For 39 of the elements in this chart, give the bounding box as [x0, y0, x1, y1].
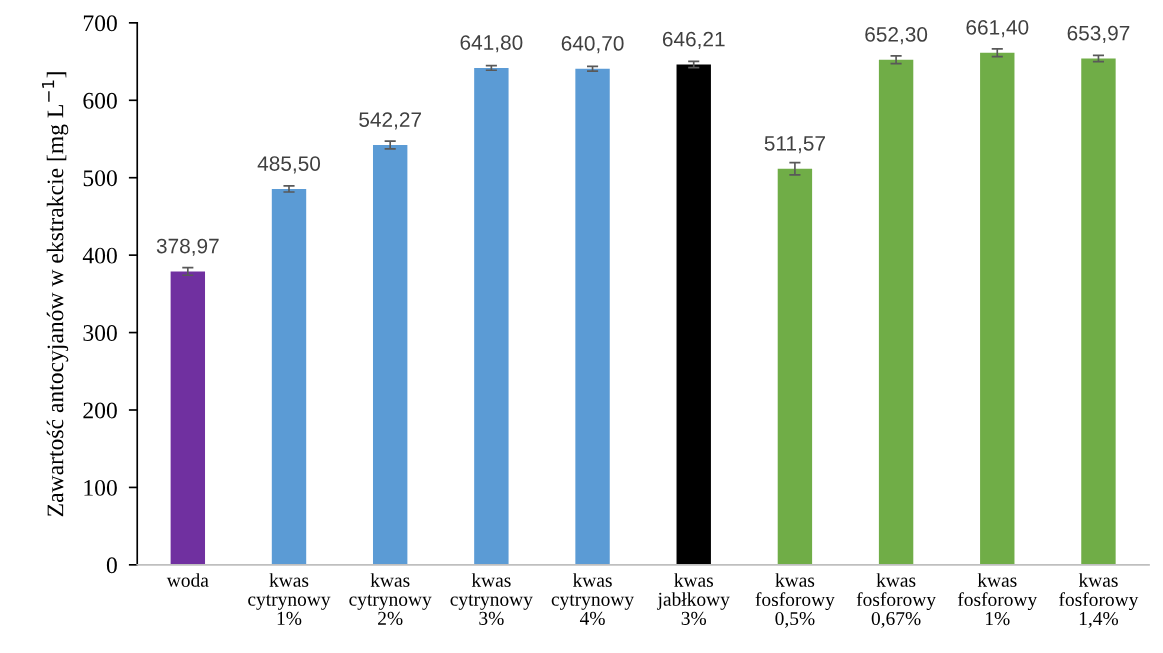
y-tick-label: 500 — [83, 170, 117, 187]
data-label: 511,57 — [764, 136, 825, 154]
x-tick-label: kwas fosforowy 1,4% — [1059, 573, 1139, 628]
data-label: 661,40 — [966, 19, 1029, 38]
y-tick-label: 700 — [83, 15, 117, 32]
data-label: 641,80 — [460, 35, 523, 53]
x-tick-label: kwas cytrynowy 2% — [349, 573, 432, 625]
x-tick-label: kwas fosforowy 1% — [957, 573, 1038, 626]
x-tick-label: kwas fosforowy 0,67% — [856, 573, 936, 628]
data-label: 653,97 — [1067, 25, 1130, 43]
bar — [271, 188, 307, 565]
bar — [878, 59, 914, 565]
bar — [1081, 58, 1116, 565]
bar — [474, 67, 509, 565]
x-tick-label: kwas fosforowy 0,5% — [755, 573, 835, 628]
bar — [170, 271, 206, 565]
x-tick-label: kwas cytrynowy 1% — [248, 573, 331, 625]
x-tick-label: kwas jabłkowy 3% — [656, 573, 730, 625]
bar — [980, 52, 1015, 565]
data-label: 542,27 — [359, 112, 421, 130]
bar — [777, 168, 813, 565]
y-tick-label: 100 — [84, 479, 117, 496]
x-tick-label: kwas cytrynowy 4% — [551, 573, 635, 625]
data-label: 378,97 — [156, 238, 219, 256]
data-label: 652,30 — [865, 27, 928, 45]
data-label: 485,50 — [257, 156, 321, 174]
bar — [676, 64, 711, 565]
y-tick-label: 200 — [83, 402, 117, 419]
x-tick-label: kwas cytrynowy 3% — [450, 573, 533, 625]
bar — [372, 144, 408, 565]
bar — [575, 68, 610, 565]
data-label: 640,70 — [561, 36, 624, 54]
y-tick-label: 0 — [106, 557, 117, 574]
y-axis-title: Zawartość antocyjanów w ekstrakcie [mg L$^{−1}$] — [42, 72, 69, 517]
y-tick-label: 600 — [83, 92, 117, 109]
y-tick-label: 300 — [83, 325, 117, 341]
x-tick-label: woda — [166, 573, 209, 587]
data-label: 646,21 — [662, 31, 725, 49]
y-tick-label: 400 — [82, 247, 117, 264]
